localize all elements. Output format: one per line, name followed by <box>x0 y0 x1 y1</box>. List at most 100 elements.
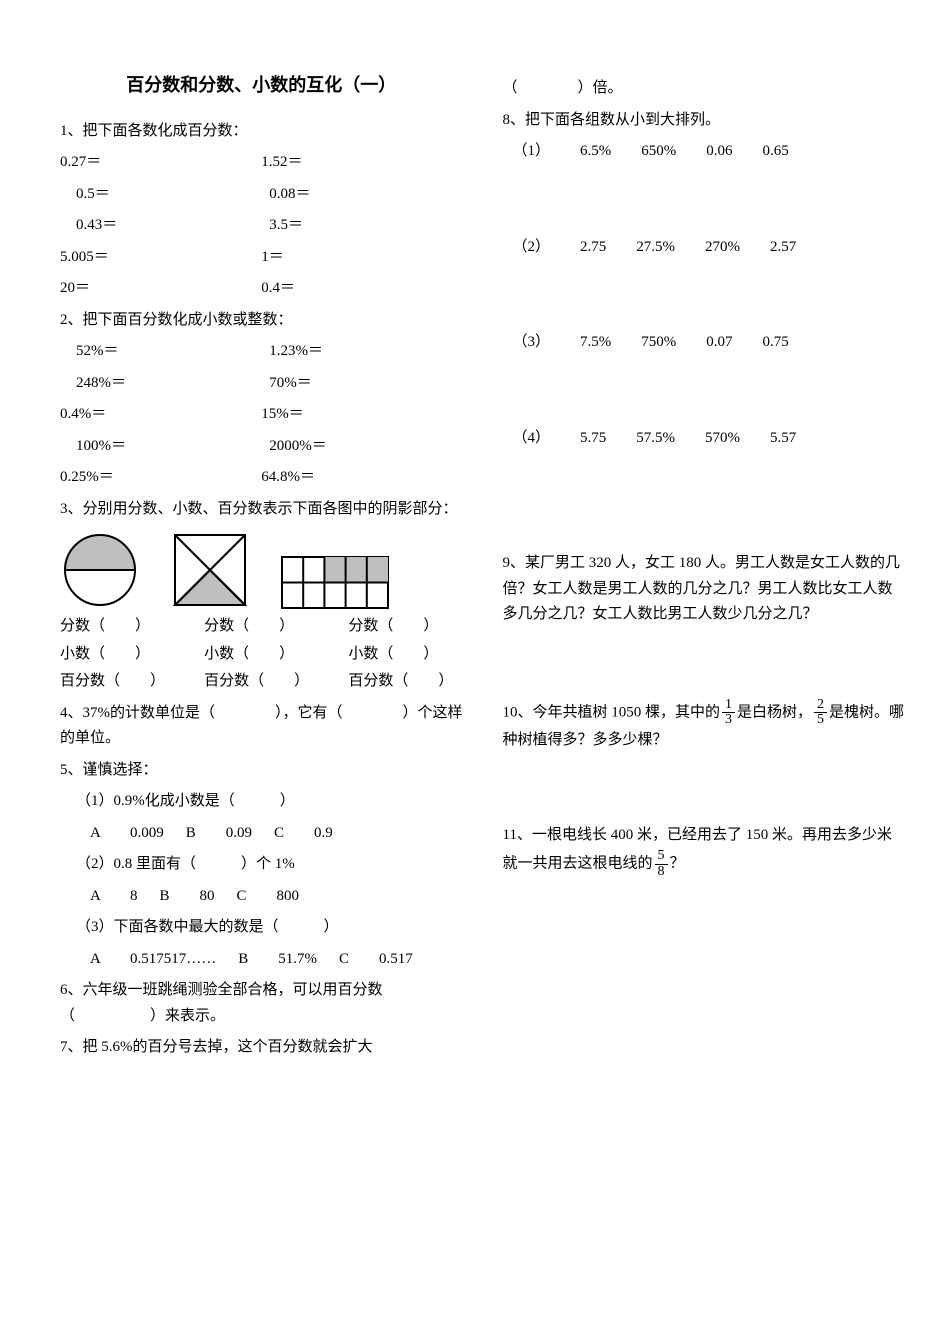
q2-cell: 0.4%＝ <box>60 402 261 428</box>
fraction-icon: 58 <box>655 849 668 879</box>
q8-g1-label: （1） <box>513 139 551 165</box>
q8-val: 5.57 <box>770 426 796 452</box>
q1-head: 1、把下面各数化成百分数： <box>60 119 463 145</box>
q1-cell: 0.5＝ <box>60 182 269 208</box>
q1-row: 0.5＝ 0.08＝ <box>60 182 463 208</box>
q1-cell: 5.005＝ <box>60 245 261 271</box>
q3-shapes <box>60 530 463 610</box>
q8-val: 2.57 <box>770 235 796 261</box>
q2-cell: 15%＝ <box>261 402 462 428</box>
q2-cell: 1.23%＝ <box>269 339 462 365</box>
fraction-icon: 13 <box>722 698 735 728</box>
q1-row: 0.43＝ 3.5＝ <box>60 213 463 239</box>
q8-val: 7.5% <box>580 330 611 356</box>
q1-cell: 0.43＝ <box>60 213 269 239</box>
q8-head: 8、把下面各组数从小到大排列。 <box>503 108 906 134</box>
q5-opt: C 0.517 <box>339 947 413 973</box>
q8-val: 57.5% <box>636 426 675 452</box>
q1-cell: 20＝ <box>60 276 261 302</box>
q8-val: 270% <box>705 235 740 261</box>
q8-g3: （3） 7.5% 750% 0.07 0.75 <box>503 330 906 356</box>
q3-dec-row: 小数（ ） 小数（ ） 小数（ ） <box>60 642 463 668</box>
q8-val: 570% <box>705 426 740 452</box>
q3-head: 3、分别用分数、小数、百分数表示下面各图中的阴影部分： <box>60 497 463 523</box>
q3-frac-row: 分数（ ） 分数（ ） 分数（ ） <box>60 614 463 640</box>
q3-label: 百分数（ ） <box>204 669 318 695</box>
q1-cell: 0.4＝ <box>261 276 462 302</box>
q11-post: ？ <box>670 856 685 872</box>
q8-val: 6.5% <box>580 139 611 165</box>
q10-mid: 是白杨树， <box>737 704 812 720</box>
q3-label: 百分数（ ） <box>60 669 174 695</box>
worksheet-title: 百分数和分数、小数的互化（一） <box>60 70 463 101</box>
q2-cell: 100%＝ <box>60 434 269 460</box>
q2-cell: 64.8%＝ <box>261 465 462 491</box>
circle-half-icon <box>60 530 140 610</box>
q11-pre: 11、一根电线长 400 米，已经用去了 150 米。再用去多少米就一共用去这根… <box>503 827 892 871</box>
q3-label: 百分数（ ） <box>348 669 462 695</box>
shape-square-icon <box>170 530 250 610</box>
grid-shaded-icon <box>280 555 390 610</box>
q3-pct-row: 百分数（ ） 百分数（ ） 百分数（ ） <box>60 669 463 695</box>
q5-opt: B 80 <box>160 884 215 910</box>
q8-val: 0.65 <box>763 139 789 165</box>
q8-val: 5.75 <box>580 426 606 452</box>
q5-1-stem: （1）0.9%化成小数是（ ） <box>60 789 463 815</box>
q5-opt: A 8 <box>90 884 138 910</box>
q5-2-opts: A 8 B 80 C 800 <box>60 884 463 910</box>
q2-row: 100%＝ 2000%＝ <box>60 434 463 460</box>
q8-val: 0.75 <box>763 330 789 356</box>
q5-3-opts: A 0.517517…… B 51.7% C 0.517 <box>60 947 463 973</box>
q8-val: 0.07 <box>706 330 732 356</box>
q5-1-opts: A 0.009 B 0.09 C 0.9 <box>60 821 463 847</box>
q8-g1: （1） 6.5% 650% 0.06 0.65 <box>503 139 906 165</box>
q3-label: 小数（ ） <box>60 642 174 668</box>
worksheet-page: 百分数和分数、小数的互化（一） 1、把下面各数化成百分数： 0.27＝ 1.52… <box>0 0 945 1107</box>
right-column: （ ）倍。 8、把下面各组数从小到大排列。 （1） 6.5% 650% 0.06… <box>503 70 906 1067</box>
q3-label: 小数（ ） <box>204 642 318 668</box>
q1-row: 0.27＝ 1.52＝ <box>60 150 463 176</box>
q2-cell: 52%＝ <box>60 339 269 365</box>
q8-val: 2.75 <box>580 235 606 261</box>
fraction-icon: 25 <box>814 698 827 728</box>
q3-label: 分数（ ） <box>60 614 174 640</box>
q1-cell: 1.52＝ <box>261 150 462 176</box>
q5-opt: B 0.09 <box>186 821 252 847</box>
q2-cell: 2000%＝ <box>269 434 462 460</box>
q3-label: 小数（ ） <box>348 642 462 668</box>
q8-val: 0.06 <box>706 139 732 165</box>
shape-circle-icon <box>60 530 140 610</box>
q2-cell: 0.25%＝ <box>60 465 261 491</box>
q1-cell: 3.5＝ <box>269 213 462 239</box>
q7-start: 7、把 5.6%的百分号去掉，这个百分数就会扩大 <box>60 1035 463 1061</box>
q11: 11、一根电线长 400 米，已经用去了 150 米。再用去多少米就一共用去这根… <box>503 823 906 879</box>
q5-opt: C 0.9 <box>274 821 333 847</box>
q1-row: 5.005＝ 1＝ <box>60 245 463 271</box>
q2-head: 2、把下面百分数化成小数或整数： <box>60 308 463 334</box>
q5-opt: B 51.7% <box>238 947 317 973</box>
q2-cell: 248%＝ <box>60 371 269 397</box>
q5-opt: A 0.009 <box>90 821 164 847</box>
q7-cont: （ ）倍。 <box>503 76 906 102</box>
q8-val: 27.5% <box>636 235 675 261</box>
q8-g2-label: （2） <box>513 235 551 261</box>
q5-opt: A 0.517517…… <box>90 947 216 973</box>
q5-2-stem: （2）0.8 里面有（ ）个 1% <box>60 852 463 878</box>
q1-cell: 0.08＝ <box>269 182 462 208</box>
q5-head: 5、谨慎选择： <box>60 758 463 784</box>
q3-label: 分数（ ） <box>204 614 318 640</box>
q2-row: 0.4%＝ 15%＝ <box>60 402 463 428</box>
q6: 6、六年级一班跳绳测验全部合格，可以用百分数（ ）来表示。 <box>60 978 463 1029</box>
q1-cell: 1＝ <box>261 245 462 271</box>
q2-row: 0.25%＝ 64.8%＝ <box>60 465 463 491</box>
left-column: 百分数和分数、小数的互化（一） 1、把下面各数化成百分数： 0.27＝ 1.52… <box>60 70 463 1067</box>
q8-val: 650% <box>641 139 676 165</box>
q2-row: 52%＝ 1.23%＝ <box>60 339 463 365</box>
q8-g3-label: （3） <box>513 330 551 356</box>
q1-cell: 0.27＝ <box>60 150 261 176</box>
q10: 10、今年共植树 1050 棵，其中的13是白杨树，25是槐树。哪种树植得多？多… <box>503 698 906 754</box>
q10-pre: 10、今年共植树 1050 棵，其中的 <box>503 704 721 720</box>
q8-g2: （2） 2.75 27.5% 270% 2.57 <box>503 235 906 261</box>
q5-opt: C 800 <box>237 884 300 910</box>
q1-row: 20＝ 0.4＝ <box>60 276 463 302</box>
